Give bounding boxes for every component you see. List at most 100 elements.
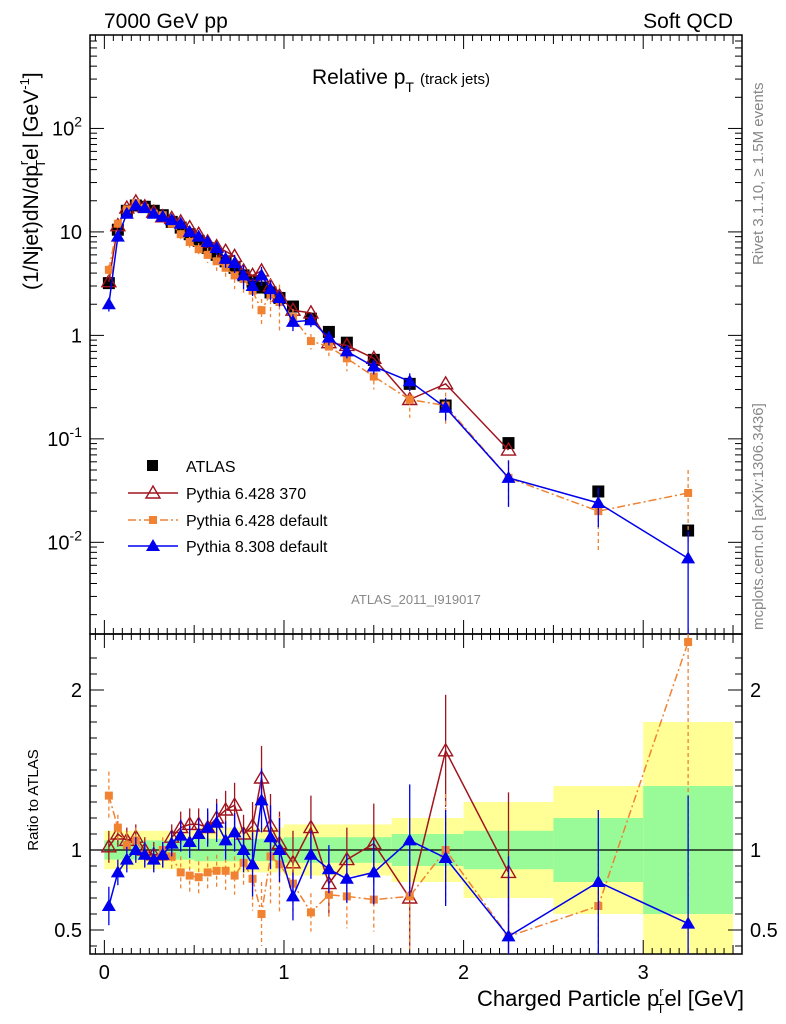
- legend-label-py6-370: Pythia 6.428 370: [186, 486, 306, 503]
- marker-main-py8: [681, 551, 696, 564]
- y-tick-label: 1: [71, 325, 82, 347]
- marker-main-py8: [272, 290, 287, 303]
- marker-ratio-py6_def: [104, 791, 113, 800]
- series-main-py8: [101, 198, 696, 634]
- marker-main-py6_def: [369, 372, 378, 381]
- data-series: [100, 193, 696, 954]
- marker-main-py8: [501, 470, 516, 483]
- ratio-plot-frame: [89, 633, 743, 955]
- marker-ratio-py6_370: [100, 838, 118, 853]
- marker-ratio-py6_def: [113, 823, 122, 832]
- marker-ratio-py8: [218, 833, 233, 846]
- series-line-ratio-py6_def: [108, 641, 689, 938]
- mcplots-label: mcplots.cern.ch [arXiv:1306.3436]: [750, 403, 767, 630]
- marker-main-py8: [191, 229, 206, 242]
- marker-ratio-py8: [173, 828, 188, 841]
- marker-main-py6_def: [324, 342, 333, 351]
- marker-ratio-py6_def: [306, 908, 315, 917]
- marker-ratio-py8: [245, 857, 260, 870]
- marker-main-py8: [236, 268, 251, 281]
- marker-main-py6_def: [405, 395, 414, 404]
- marker-ratio-py6_def: [203, 868, 212, 877]
- marker-main-py8: [164, 213, 179, 226]
- marker-main-py8: [285, 314, 300, 327]
- marker-main-py8: [339, 344, 354, 357]
- marker-ratio-py6_def: [122, 841, 131, 850]
- legend-label-py8: Pythia 8.308 default: [186, 539, 328, 556]
- marker-main-py8: [591, 495, 606, 508]
- plot-title: Relative pT (track jets): [312, 66, 490, 95]
- marker-main-py6_def: [684, 488, 693, 497]
- series-ratio-py8: [101, 768, 696, 954]
- marker-ratio-py8: [366, 865, 381, 878]
- marker-ratio-py6_def: [176, 868, 185, 877]
- marker-main-py8: [137, 201, 152, 214]
- marker-main-py6_def: [185, 237, 194, 246]
- marker-main-py8: [101, 297, 116, 310]
- legend-marker-py8: [146, 539, 160, 551]
- marker-main-py8: [155, 209, 170, 222]
- marker-ratio-py8: [146, 852, 161, 865]
- legend-item-atlas: ATLAS: [147, 459, 236, 476]
- ratio-uncertainty-bands: [90, 722, 742, 954]
- marker-main-py8: [227, 256, 242, 269]
- marker-ratio-py8: [303, 847, 318, 860]
- marker-main-py8: [402, 374, 417, 387]
- marker-ratio-py8: [285, 889, 300, 902]
- marker-ratio-py6_370: [217, 801, 234, 816]
- marker-ratio-py6_def: [230, 871, 239, 880]
- x-tick-label: 3: [638, 962, 649, 984]
- marker-ratio-py8: [272, 843, 287, 855]
- marker-ratio-py8: [236, 843, 251, 855]
- marker-ratio-py8: [128, 843, 143, 855]
- y-tick-label: 10: [60, 222, 82, 244]
- marker-ratio-py6_def: [324, 890, 333, 899]
- legend-marker-atlas: [147, 460, 158, 471]
- marker-ratio-py6_def: [185, 871, 194, 880]
- marker-main-py6_370: [437, 375, 454, 390]
- marker-ratio-py6_370: [437, 742, 454, 757]
- marker-main-py8: [366, 359, 381, 372]
- ratio-y-tick-label: 1: [71, 840, 82, 862]
- marker-main-py8: [128, 198, 143, 211]
- marker-ratio-py8: [339, 871, 354, 884]
- ratio-y-tick-label-right: 2: [750, 680, 761, 702]
- marker-main-py8: [263, 282, 278, 295]
- marker-ratio-py6_370: [226, 796, 243, 811]
- marker-main-py8: [303, 313, 318, 326]
- marker-main-py8: [146, 206, 161, 219]
- ratio-y-tick-label-right: 0.5: [750, 920, 778, 942]
- marker-ratio-py8: [137, 847, 152, 860]
- plot-frames: [89, 34, 743, 955]
- marker-ratio-py8: [155, 847, 170, 860]
- marker-ratio-py8: [681, 916, 696, 929]
- x-tick-label: 0: [99, 962, 110, 984]
- marker-ratio-py8: [227, 825, 242, 838]
- marker-main-py6_def: [194, 245, 203, 254]
- marker-main-py8: [209, 240, 224, 253]
- marker-ratio-py8: [182, 835, 197, 847]
- y-axis-label: (1/Njet)dN/dpr Tel [GeV-1]: [16, 72, 48, 290]
- rivet-label: Rivet 3.1.10, ≥ 1.5M events: [750, 83, 767, 266]
- marker-ratio-py8: [263, 830, 278, 843]
- marker-main-py8: [110, 229, 125, 242]
- y-tick-label: 102: [52, 113, 82, 140]
- marker-main-py6_def: [176, 230, 185, 239]
- marker-ratio-py6_def: [212, 866, 221, 875]
- marker-ratio-py8: [191, 827, 206, 839]
- header-left: 7000 GeV pp: [104, 10, 228, 33]
- series-line-ratio-py6_370: [108, 748, 510, 900]
- x-tick-label: 2: [458, 962, 469, 984]
- marker-main-py6_def: [257, 306, 266, 315]
- marker-ratio-py8: [209, 815, 224, 828]
- marker-ratio-py8: [501, 929, 516, 942]
- legend: ATLAS Pythia 6.428 370 Pythia 6.428 defa…: [128, 459, 328, 556]
- marker-ratio-py8: [110, 865, 125, 878]
- axis-ticks: 0 1 2 3 10-2 10-1 1 10 102 0.5 0.5 1 1 2 2: [47, 34, 778, 984]
- marker-main-py8: [254, 268, 269, 281]
- legend-label-atlas: ATLAS: [186, 459, 236, 476]
- legend-item-py8: Pythia 8.308 default: [128, 539, 328, 556]
- ratio-y-tick-label-right: 1: [750, 840, 761, 862]
- y-tick-label: 10-2: [47, 527, 82, 554]
